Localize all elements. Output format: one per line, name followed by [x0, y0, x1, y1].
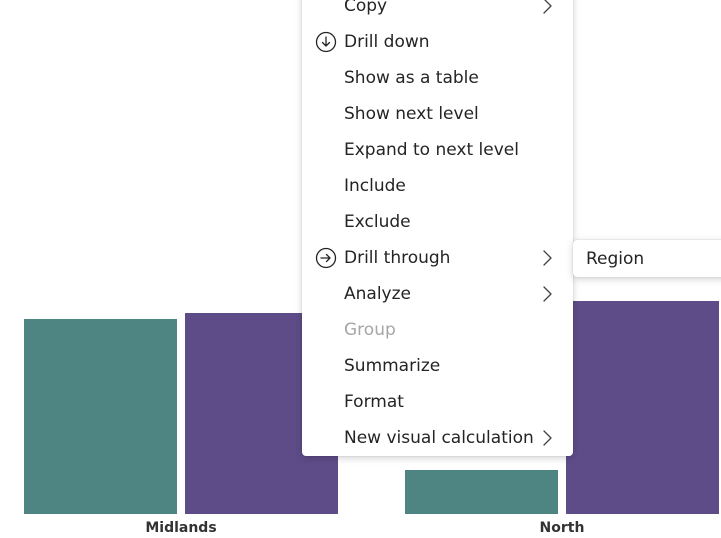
menu-item-new-visual-calculation[interactable]: New visual calculation — [302, 420, 573, 456]
menu-item-label: Copy — [344, 0, 388, 16]
chevron-right-icon — [541, 249, 553, 267]
chevron-right-icon — [541, 429, 553, 447]
menu-item-label: Drill down — [344, 32, 430, 52]
chevron-right-icon — [541, 0, 553, 15]
menu-item-show-as-a-table[interactable]: Show as a table — [302, 60, 573, 96]
submenu-item-region[interactable]: Region — [586, 249, 645, 269]
drill-through-icon — [315, 247, 337, 269]
menu-item-drill-through[interactable]: Drill through — [302, 240, 573, 276]
menu-item-group: Group — [302, 312, 573, 348]
menu-item-copy[interactable]: Copy — [302, 0, 573, 24]
category-label-north: North — [539, 520, 585, 536]
menu-item-label: Expand to next level — [344, 140, 519, 160]
chevron-right-icon — [541, 285, 553, 303]
menu-item-expand-to-next-level[interactable]: Expand to next level — [302, 132, 573, 168]
menu-item-summarize[interactable]: Summarize — [302, 348, 573, 384]
bar-north-series-2[interactable] — [566, 301, 719, 514]
menu-item-format[interactable]: Format — [302, 384, 573, 420]
menu-item-label: Group — [344, 320, 396, 340]
menu-item-label: Drill through — [344, 248, 451, 268]
drill-through-submenu: Region — [573, 240, 721, 277]
menu-item-label: Include — [344, 176, 406, 196]
bar-midlands-series-1[interactable] — [24, 319, 177, 514]
menu-item-label: Show as a table — [344, 68, 479, 88]
category-label-midlands: Midlands — [145, 520, 217, 536]
bar-north-series-1[interactable] — [405, 470, 558, 514]
menu-item-label: New visual calculation — [344, 428, 534, 448]
menu-item-label: Format — [344, 392, 404, 412]
menu-item-label: Summarize — [344, 356, 441, 376]
menu-item-drill-down[interactable]: Drill down — [302, 24, 573, 60]
menu-item-include[interactable]: Include — [302, 168, 573, 204]
menu-item-analyze[interactable]: Analyze — [302, 276, 573, 312]
menu-item-show-next-level[interactable]: Show next level — [302, 96, 573, 132]
menu-item-label: Exclude — [344, 212, 411, 232]
menu-item-exclude[interactable]: Exclude — [302, 204, 573, 240]
context-menu: Copy Drill down Show as a table Show next l… — [302, 0, 573, 456]
menu-item-label: Show next level — [344, 104, 479, 124]
menu-item-label: Analyze — [344, 284, 411, 304]
drill-down-icon — [315, 31, 337, 53]
